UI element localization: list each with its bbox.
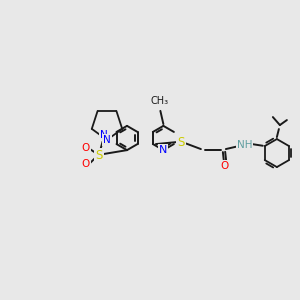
Text: O: O xyxy=(221,161,229,171)
Text: N: N xyxy=(159,145,168,155)
Text: NH: NH xyxy=(237,140,253,150)
Text: N: N xyxy=(100,130,108,140)
Text: CH₃: CH₃ xyxy=(150,96,168,106)
Text: S: S xyxy=(177,136,184,148)
Text: S: S xyxy=(95,148,103,162)
Text: O: O xyxy=(82,159,90,169)
Text: N: N xyxy=(103,135,111,145)
Text: O: O xyxy=(82,143,90,153)
